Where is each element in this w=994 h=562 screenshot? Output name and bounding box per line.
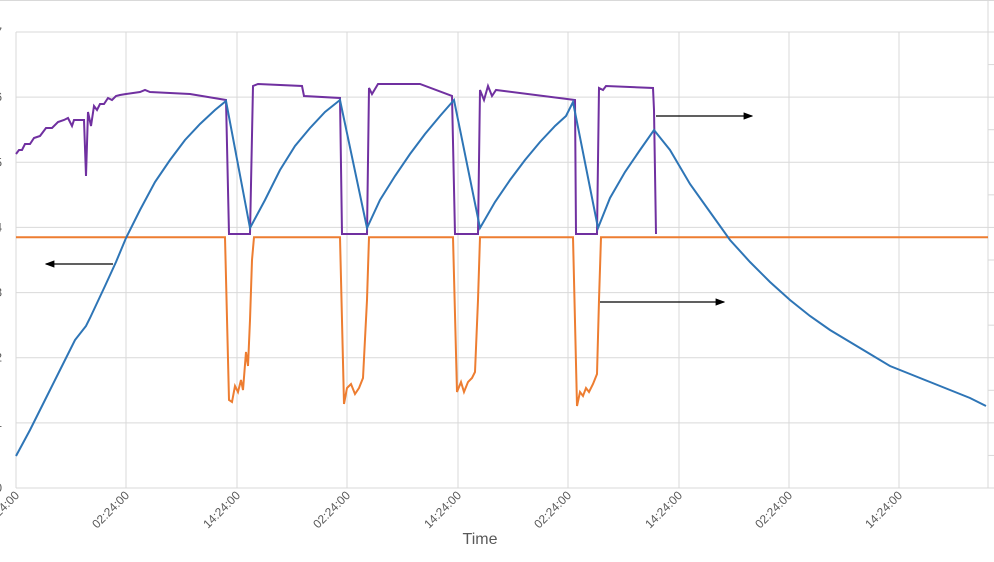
x-axis-title: Time — [463, 531, 498, 548]
series-purple-line — [15, 82, 657, 235]
x-tick-label: 02:24:00 — [89, 488, 132, 531]
chart-grid — [0, 0, 994, 489]
x-tick-label: 02:24:00 — [531, 488, 574, 531]
chart-arrows — [44, 112, 754, 306]
y-tick-label: 7 — [0, 25, 2, 39]
y-tick-label: 3 — [0, 286, 2, 300]
y-tick-label: 5 — [0, 155, 2, 169]
chart-series — [15, 82, 988, 457]
x-tick-label: 14:24:00 — [421, 488, 464, 531]
y-tick-label: 1 — [0, 416, 2, 430]
x-tick-label: 02:24:00 — [752, 488, 795, 531]
x-tick-label: 14:24:00 — [862, 488, 905, 531]
y-tick-label: 4 — [0, 220, 2, 234]
x-tick-label: 14:24:00 — [642, 488, 685, 531]
y-tick-label: 2 — [0, 351, 2, 365]
series-orange-line — [16, 236, 988, 407]
y-tick-label: 0 — [0, 481, 2, 495]
x-tick-label: 14:24:00 — [0, 488, 22, 531]
x-axis-ticks: 14:24:00 02:24:00 14:24:00 02:24:00 14:24:00… — [0, 488, 905, 531]
series-blue-line — [15, 97, 987, 457]
y-tick-label: 6 — [0, 90, 2, 104]
x-tick-label: 14:24:00 — [200, 488, 243, 531]
x-tick-label: 02:24:00 — [310, 488, 353, 531]
y-axis-ticks: 0 1 2 3 4 5 6 7 — [0, 25, 2, 495]
